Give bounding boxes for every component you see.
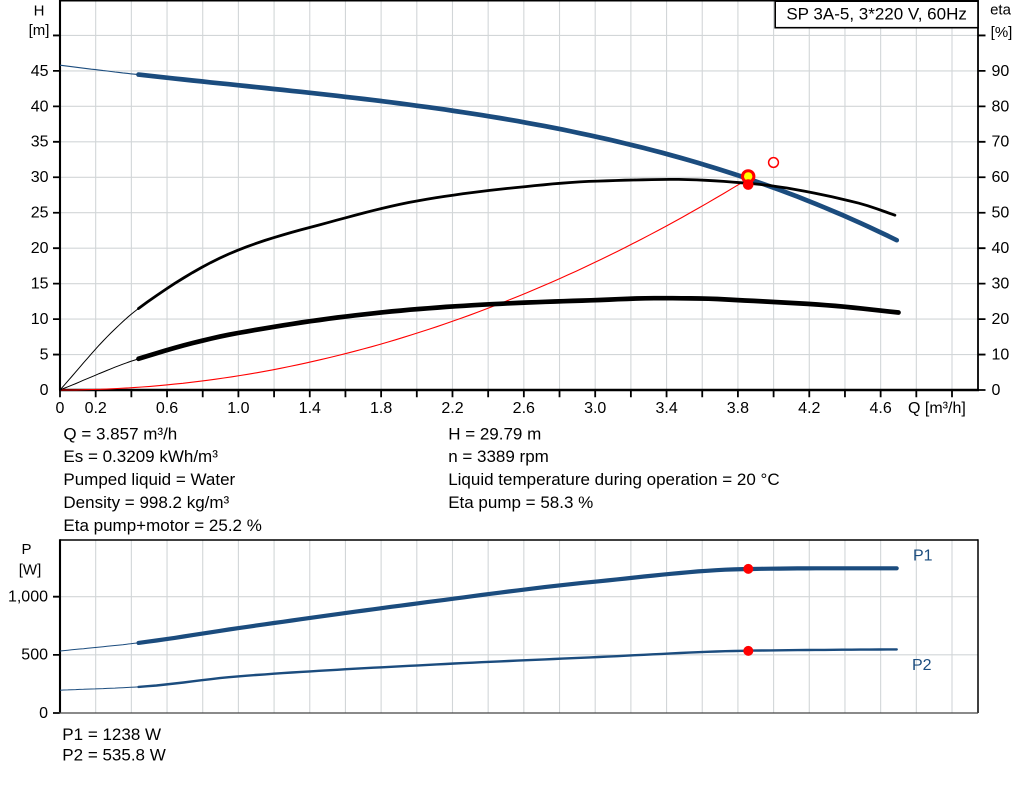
svg-text:40: 40 — [992, 240, 1010, 257]
svg-text:P: P — [21, 541, 31, 558]
svg-text:Es = 0.3209 kWh/m³: Es = 0.3209 kWh/m³ — [63, 447, 218, 466]
svg-text:0: 0 — [39, 705, 48, 722]
svg-text:SP 3A-5, 3*220 V, 60Hz: SP 3A-5, 3*220 V, 60Hz — [786, 5, 967, 24]
svg-text:2.6: 2.6 — [513, 400, 535, 417]
svg-text:0: 0 — [40, 382, 49, 399]
svg-text:[%]: [%] — [991, 24, 1013, 41]
svg-text:35: 35 — [31, 134, 49, 151]
svg-text:10: 10 — [992, 346, 1010, 363]
svg-text:Liquid temperature during oper: Liquid temperature during operation = 20… — [448, 470, 779, 489]
svg-text:P2 = 535.8 W: P2 = 535.8 W — [62, 746, 165, 765]
svg-text:20: 20 — [31, 240, 49, 257]
svg-text:40: 40 — [31, 98, 49, 115]
svg-text:70: 70 — [992, 134, 1010, 151]
svg-text:2.2: 2.2 — [441, 400, 463, 417]
svg-text:1.4: 1.4 — [299, 400, 321, 417]
svg-text:80: 80 — [992, 98, 1010, 115]
svg-text:[W]: [W] — [19, 561, 42, 578]
svg-text:0: 0 — [56, 400, 65, 417]
svg-text:3.8: 3.8 — [727, 400, 749, 417]
svg-text:5: 5 — [40, 346, 49, 363]
svg-text:H: H — [34, 2, 45, 19]
svg-text:1.0: 1.0 — [227, 400, 249, 417]
svg-text:20: 20 — [992, 311, 1010, 328]
svg-text:45: 45 — [31, 63, 49, 80]
svg-text:90: 90 — [992, 63, 1010, 80]
svg-text:25: 25 — [31, 205, 49, 222]
svg-text:P2: P2 — [912, 657, 932, 674]
svg-text:Density = 998.2 kg/m³: Density = 998.2 kg/m³ — [63, 493, 229, 512]
svg-text:50: 50 — [992, 205, 1010, 222]
svg-text:1.8: 1.8 — [370, 400, 392, 417]
svg-text:Eta pump+motor = 25.2 %: Eta pump+motor = 25.2 % — [63, 516, 261, 535]
svg-text:4.2: 4.2 — [798, 400, 820, 417]
svg-text:H = 29.79 m: H = 29.79 m — [448, 424, 541, 443]
svg-text:30: 30 — [31, 169, 49, 186]
svg-text:4.6: 4.6 — [869, 400, 891, 417]
svg-text:3.0: 3.0 — [584, 400, 606, 417]
svg-text:Q [m³/h]: Q [m³/h] — [908, 400, 966, 417]
svg-text:10: 10 — [31, 311, 49, 328]
svg-text:[m]: [m] — [29, 22, 50, 39]
svg-text:3.4: 3.4 — [655, 400, 677, 417]
svg-text:60: 60 — [992, 169, 1010, 186]
svg-text:Pumped liquid = Water: Pumped liquid = Water — [63, 470, 235, 489]
svg-text:Q = 3.857 m³/h: Q = 3.857 m³/h — [63, 424, 177, 443]
svg-text:P1 = 1238 W: P1 = 1238 W — [62, 725, 161, 744]
svg-text:0.6: 0.6 — [156, 400, 178, 417]
svg-text:30: 30 — [992, 276, 1010, 293]
svg-text:0.2: 0.2 — [85, 400, 107, 417]
svg-text:P1: P1 — [913, 548, 933, 565]
svg-text:1,000: 1,000 — [8, 589, 48, 606]
svg-text:500: 500 — [21, 647, 48, 664]
svg-text:eta: eta — [990, 1, 1012, 18]
svg-text:0: 0 — [992, 382, 1001, 399]
svg-text:Eta pump = 58.3 %: Eta pump = 58.3 % — [448, 493, 593, 512]
svg-text:n = 3389 rpm: n = 3389 rpm — [448, 447, 549, 466]
svg-text:15: 15 — [31, 276, 49, 293]
